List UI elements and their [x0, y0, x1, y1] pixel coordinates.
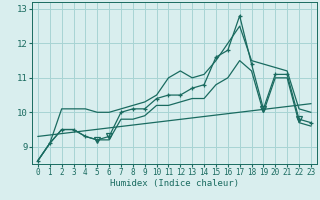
X-axis label: Humidex (Indice chaleur): Humidex (Indice chaleur): [110, 179, 239, 188]
